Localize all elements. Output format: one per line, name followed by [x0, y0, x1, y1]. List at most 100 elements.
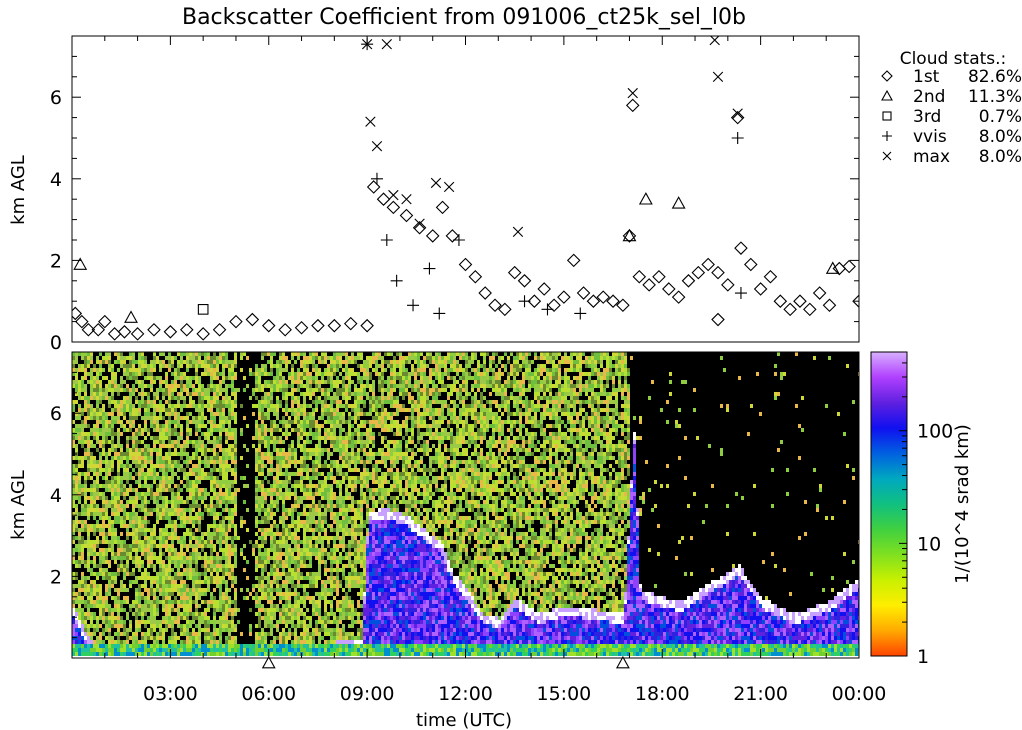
colorbar: 1 10 100 1/(10^4 srad km): [870, 351, 973, 668]
1st-point: [507, 265, 522, 280]
1st-point: [527, 294, 542, 308]
time-x-axis: 03:00 06:00 09:00 12:00 15:00 18:00 21:00 00:00: [71, 36, 886, 705]
x-tick-label: 03:00: [143, 683, 198, 705]
vvis-point: [734, 287, 747, 300]
1st-point: [793, 294, 807, 308]
y-tick-label: 0: [50, 332, 62, 354]
x-tick-label: 06:00: [241, 683, 296, 705]
1st-point: [852, 294, 859, 308]
legend-value: 8.0%: [979, 147, 1022, 167]
legend-value: 8.0%: [979, 127, 1022, 147]
1st-point: [91, 322, 106, 337]
1st-point: [744, 257, 758, 272]
bottom-triangle-marker: [261, 655, 276, 669]
1st-point: [576, 286, 591, 300]
1st-point: [130, 327, 145, 341]
1st-point: [360, 318, 374, 333]
legend-label: 1st: [913, 67, 940, 87]
max-point: [414, 218, 425, 229]
legend-marker-1st: [881, 70, 893, 82]
max-point: [388, 189, 399, 201]
chart-title: Backscatter Coefficient from 091006_ct25…: [182, 5, 746, 30]
legend-label: vvis: [913, 127, 947, 147]
backscatter-heatmap: [72, 352, 859, 658]
colorbar-tick-label: 10: [917, 533, 941, 555]
1st-point: [625, 98, 640, 113]
x-tick-label: 09:00: [340, 683, 395, 705]
1st-point: [425, 229, 440, 243]
1st-point: [212, 322, 227, 337]
vvis-point: [370, 172, 383, 185]
1st-point: [783, 302, 797, 317]
max-point: [627, 87, 638, 99]
1st-point: [822, 298, 837, 313]
1st-point: [98, 314, 112, 329]
vvis-point: [518, 295, 531, 308]
vvis-point: [423, 262, 436, 275]
2nd-point: [622, 228, 637, 242]
2nd-point: [124, 310, 138, 323]
1st-point: [606, 294, 620, 308]
1st-point: [671, 290, 686, 304]
1st-point: [812, 286, 827, 300]
1st-point: [376, 192, 391, 206]
1st-point: [711, 265, 725, 280]
1st-point: [196, 327, 210, 341]
cloud-stats-legend: Cloud stats.: 1st 82.6% 2nd 11.3% 3rd 0.7% vvi…: [881, 49, 1022, 167]
cloud-height-marks: [72, 36, 859, 341]
1st-point: [721, 278, 735, 292]
max-point: [365, 116, 376, 127]
vvis-point: [731, 132, 744, 144]
legend-marker-vvis: [882, 131, 892, 141]
1st-point: [75, 314, 89, 329]
1st-point: [622, 229, 637, 243]
1st-point: [662, 282, 676, 296]
y-tick-label: 6: [50, 403, 62, 425]
legend-marker-2nd: [881, 89, 893, 101]
cloud-heights-panel: 0 2 4 6 km AGL Cloud stats.: 1st 82.6% 2nd 11.…: [8, 35, 1022, 354]
legend-marker-3rd: [882, 111, 892, 121]
1st-point: [734, 241, 748, 255]
legend-label: 3rd: [913, 107, 941, 127]
colorbar-tick-label: 1: [917, 646, 929, 668]
bottom-triangle-marker: [615, 655, 630, 669]
1st-point: [642, 278, 656, 292]
2nd-point: [638, 192, 653, 205]
1st-point: [596, 290, 611, 304]
1st-point: [730, 110, 745, 125]
1st-point: [435, 200, 450, 215]
1st-point: [245, 312, 260, 327]
1st-point: [753, 282, 768, 296]
1st-point: [773, 294, 788, 308]
max-point: [712, 71, 724, 82]
colorbar-tick-label: 100: [917, 421, 953, 443]
y-tick-label: 2: [50, 566, 62, 588]
1st-point: [616, 298, 630, 313]
1st-point: [763, 269, 778, 284]
max-point: [443, 181, 455, 193]
1st-point: [803, 302, 817, 317]
legend-value: 0.7%: [979, 107, 1022, 127]
x-tick-label: 12:00: [438, 683, 493, 705]
max-point: [732, 108, 743, 119]
1st-point: [445, 229, 460, 243]
x-tick-label: 15:00: [536, 683, 591, 705]
top-y-axis: 0 2 4 6: [50, 35, 859, 354]
1st-point: [327, 318, 342, 333]
1st-point: [366, 180, 381, 194]
max-point: [512, 226, 524, 238]
y-tick-label: 6: [50, 87, 62, 109]
x-axis-label: time (UTC): [416, 710, 512, 730]
1st-point: [517, 274, 532, 288]
1st-point: [117, 325, 132, 339]
legend-label: max: [913, 147, 950, 167]
y-tick-label: 4: [50, 485, 62, 507]
2nd-point: [825, 261, 840, 274]
1st-point: [557, 290, 571, 304]
1st-point: [478, 286, 492, 300]
bottom-triangle-markers: [261, 655, 630, 669]
max-point: [430, 177, 442, 189]
bottom-y-axis: 2 4 6: [50, 351, 81, 659]
1st-point: [681, 274, 696, 288]
1st-point: [81, 322, 96, 337]
